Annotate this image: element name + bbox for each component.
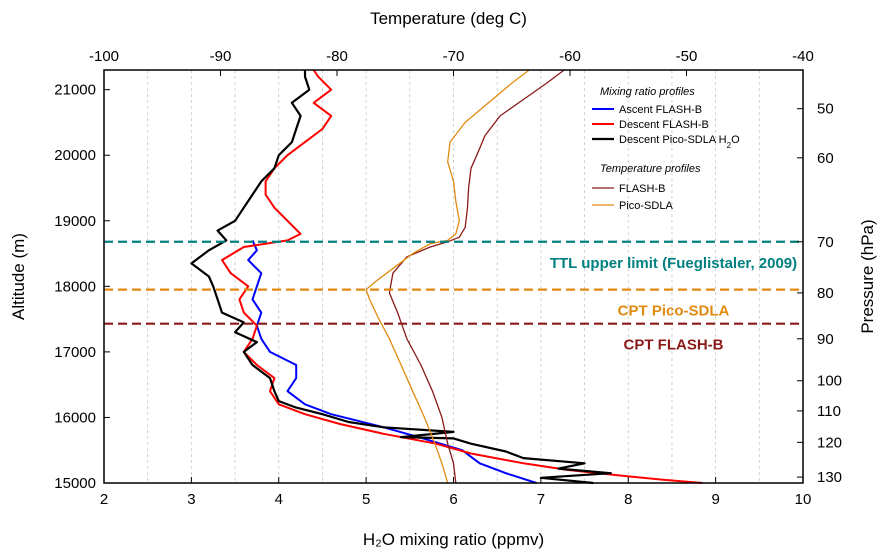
series-descent_pico [190, 70, 612, 485]
legend-label-temp_flashb: FLASH-B [619, 183, 665, 195]
y-tick-label-right: 100 [817, 373, 842, 390]
y-tick-label-right: 130 [817, 469, 842, 486]
x-tick-label-top: -40 [792, 48, 814, 65]
x-tick-label-top: -70 [443, 48, 465, 65]
y-tick-label-right: 110 [817, 403, 841, 420]
x-tick-label-bottom: 10 [795, 491, 812, 508]
reference-line-labels: TTL upper limit (Fueglistaler, 2009) CPT … [550, 255, 797, 354]
y-tick-label-left: 15000 [54, 475, 96, 492]
y-tick-label-right: 70 [817, 234, 834, 251]
y-tick-label-right: 60 [817, 150, 834, 167]
y-axis-title-left: Altitude (m) [9, 233, 28, 320]
series-temp_pico [365, 69, 530, 484]
y-tick-label-right: 50 [817, 101, 834, 118]
legend-label-suffix: O [731, 134, 740, 146]
y-tick-label-left: 18000 [54, 278, 96, 295]
x-tick-label-top: -80 [326, 48, 348, 65]
series-ascent_flashb [247, 239, 537, 484]
y-tick-label-left: 21000 [54, 82, 96, 99]
x-tick-label-bottom: 4 [275, 491, 283, 508]
series-descent_flashb [221, 69, 703, 484]
y-tick-label-right: 90 [817, 331, 834, 348]
y-tick-label-right: 80 [817, 285, 834, 302]
legend-header-temperature: Temperature profiles [600, 163, 701, 175]
y-tick-label-left: 19000 [54, 213, 96, 230]
legend-label-temp_pico: Pico-SDLA [619, 200, 673, 212]
legend: Mixing ratio profiles Ascent FLASH-B Desce… [592, 86, 740, 212]
legend-header-mixing: Mixing ratio profiles [600, 86, 695, 98]
axes: 2 3 4 5 6 7 8 9 10 -100 -90 -80 -70 -60 -50 -40 15000 160… [54, 48, 842, 508]
legend-label-descent_flashb: Descent FLASH-B [619, 119, 709, 131]
refline-label-ttl: TTL upper limit (Fueglistaler, 2009) [550, 255, 797, 272]
x-tick-label-top: -50 [676, 48, 698, 65]
y-axis-title-right: Pressure (hPa) [858, 219, 877, 333]
x-tick-label-bottom: 3 [187, 491, 195, 508]
x-tick-label-bottom: 6 [449, 491, 457, 508]
grid-lines [147, 70, 760, 483]
series-temp_flashb [388, 69, 565, 484]
y-tick-label-right: 120 [817, 434, 842, 451]
x-tick-label-bottom: 8 [624, 491, 632, 508]
x-tick-label-top: -100 [89, 48, 119, 65]
y-tick-label-left: 16000 [54, 409, 96, 426]
y-tick-label-left: 17000 [54, 344, 96, 361]
data-series [190, 69, 703, 485]
x-tick-label-bottom: 5 [362, 491, 370, 508]
x-tick-label-bottom: 7 [537, 491, 545, 508]
x-tick-label-top: -90 [210, 48, 232, 65]
x-axis-title-top: Temperature (deg C) [370, 9, 527, 28]
legend-label-ascent_flashb: Ascent FLASH-B [619, 104, 702, 116]
x-tick-label-bottom: 2 [100, 491, 108, 508]
x-axis-title-bottom: H₂O mixing ratio (ppmv) [363, 530, 544, 549]
x-tick-label-top: -60 [559, 48, 581, 65]
legend-label-subscript: 2 [727, 141, 732, 150]
reference-lines [104, 240, 803, 325]
refline-label-cpt_pico: CPT Pico-SDLA [618, 303, 730, 320]
legend-label-descent_pico: Descent Pico-SDLA H2O [619, 134, 740, 150]
y-tick-label-left: 20000 [54, 147, 96, 164]
refline-label-cpt_flashb: CPT FLASH-B [624, 337, 724, 354]
x-tick-label-bottom: 9 [711, 491, 719, 508]
